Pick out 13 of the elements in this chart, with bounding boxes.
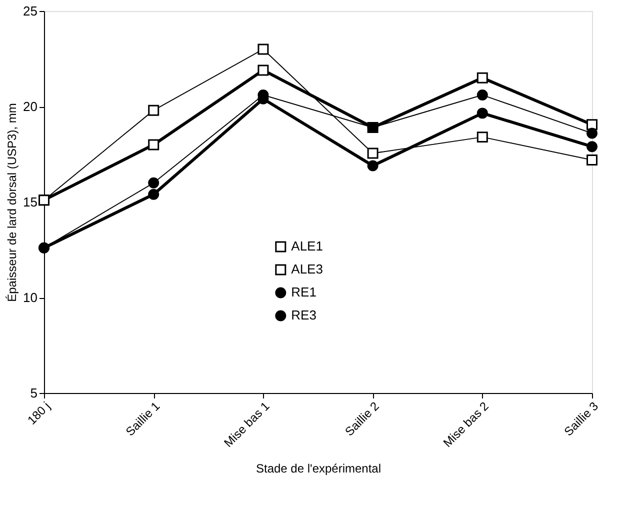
legend-label: ALE1: [291, 238, 323, 254]
y-tick-label: 20: [23, 99, 38, 114]
y-tick-label: 10: [23, 290, 38, 305]
y-tick-label: 5: [30, 386, 38, 400]
x-tick-label: Mise bas 2: [440, 398, 492, 450]
legend-label: RE1: [291, 284, 316, 300]
y-axis-title: Épaisseur de lard dorsal (USP3), mm: [5, 103, 20, 302]
y-tick-label: 15: [23, 194, 38, 210]
legend-label: RE3: [291, 308, 316, 323]
x-axis-title: Stade de l'expérimental: [256, 461, 382, 476]
x-tick-label: 180 j: [24, 399, 53, 428]
legend-label: ALE3: [291, 262, 323, 277]
y-tick-label: 25: [23, 4, 38, 18]
